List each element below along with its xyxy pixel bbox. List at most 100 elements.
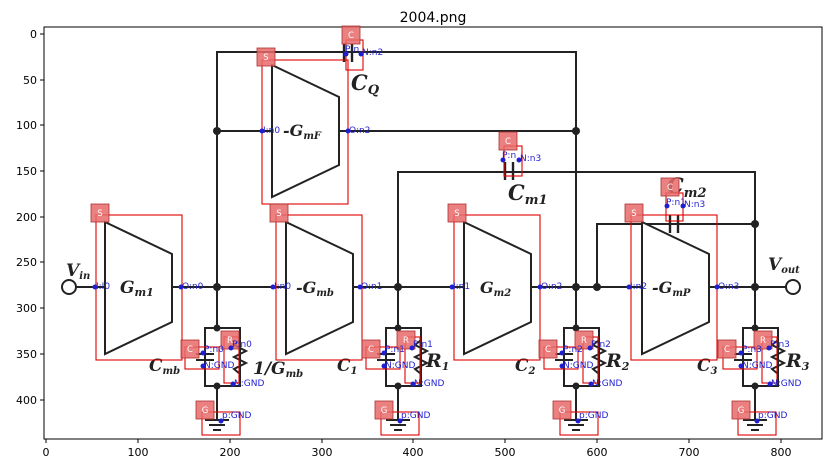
pin-label: P:n2 [591, 340, 611, 350]
x-tick-label: 500 [495, 446, 516, 459]
pin-label: N:n3 [684, 200, 705, 210]
gm2-amplifier [463, 220, 532, 356]
y-axis: 0 50 100 150 200 250 300 350 400 [16, 28, 44, 407]
gmf-label: -GmF [283, 121, 322, 142]
pin-label: p:GND [758, 411, 787, 421]
cm1-capacitor [503, 162, 515, 180]
x-tick-label: 600 [587, 446, 608, 459]
pin-label: P:n2 [563, 345, 583, 355]
tag-c: C [505, 137, 511, 147]
vout-label: Vout [768, 255, 800, 276]
c3-label: C3 [697, 356, 718, 377]
bbox-g0 [201, 411, 241, 436]
pin-markers [92, 51, 773, 424]
tag-g: G [738, 406, 745, 416]
pin-label: P:n1 [413, 340, 433, 350]
x-tick-label: 700 [679, 446, 700, 459]
cm1-label: Cm1 [508, 180, 548, 208]
c2-label: C2 [515, 356, 536, 377]
pin-label: N:GND [563, 361, 593, 371]
y-tick-label: 100 [16, 119, 37, 132]
pin-label: N:GND [385, 361, 415, 371]
vout-terminal [785, 279, 801, 295]
pin-label: P:n0 [204, 345, 224, 355]
tag-r: R [403, 336, 409, 346]
bbox-g1 [380, 411, 420, 436]
pin-label: O:n2 [349, 126, 370, 136]
y-tick-label: 150 [16, 165, 37, 178]
pin-label: p:GND [579, 411, 608, 421]
y-tick-label: 0 [30, 28, 37, 41]
x-tick-label: 100 [128, 446, 149, 459]
gmb-amplifier [285, 220, 354, 356]
gm1-label: Gm1 [120, 278, 154, 299]
tag-g: G [559, 406, 566, 416]
cmb-label: Cmb [149, 356, 180, 377]
class-tags: S S S S S C C C C C C C R R R R G G G G [90, 25, 773, 420]
tag-c: C [667, 183, 673, 193]
pin-label: P:n1 [385, 345, 405, 355]
pin-label: I:n1 [453, 282, 470, 292]
gmp-label: -GmP [652, 278, 691, 299]
r2-label: R2 [605, 350, 630, 373]
x-tick-label: 300 [312, 446, 333, 459]
cm2-capacitor [668, 215, 680, 233]
pin-label: I:I0 [96, 282, 110, 292]
pin-label: N:n3 [520, 154, 541, 164]
tag-g: G [381, 406, 388, 416]
tag-c: C [187, 345, 193, 355]
x-tick-label: 800 [771, 446, 792, 459]
pin-label: O:n2 [541, 282, 562, 292]
pin-label: O:n0 [182, 282, 204, 292]
y-tick-label: 350 [16, 348, 37, 361]
tag-s: S [276, 209, 281, 219]
pin-label: p:GND [222, 411, 251, 421]
tag-r: R [760, 336, 766, 346]
c1-label: C1 [337, 356, 358, 377]
y-tick-label: 250 [16, 256, 37, 269]
r1-label: R1 [425, 350, 449, 373]
vin-label: Vin [66, 261, 90, 282]
pin-label: N:n2 [362, 48, 383, 58]
gmb-label: -Gmb [296, 278, 334, 299]
bbox-g2 [559, 411, 599, 436]
pin-label: P:n1 [666, 198, 686, 208]
tag-c: C [368, 345, 374, 355]
rgmb-label: 1/Gmb [253, 359, 303, 380]
tag-g: G [202, 406, 209, 416]
y-tick-label: 300 [16, 302, 37, 315]
y-tick-label: 50 [23, 74, 37, 87]
tag-c: C [724, 345, 730, 355]
tag-s: S [631, 209, 636, 219]
vin-terminal [61, 279, 77, 295]
x-tick-label: 200 [220, 446, 241, 459]
plot-frame [43, 26, 823, 440]
cq-label: CQ [351, 70, 380, 98]
r3-label: R3 [785, 350, 810, 373]
pin-label: P:n0 [232, 340, 252, 350]
pin-label: I:n2 [630, 282, 647, 292]
x-axis: 0 100 200 300 400 500 600 700 800 [43, 439, 792, 459]
pin-label: N:GND [592, 379, 622, 389]
pin-label: N:GND [414, 379, 444, 389]
gm1-amplifier [104, 220, 173, 356]
pin-label: P:n [345, 45, 359, 55]
tag-s: S [454, 209, 459, 219]
x-tick-label: 400 [403, 446, 424, 459]
pin-label: p:GND [401, 411, 430, 421]
tag-r: R [581, 336, 587, 346]
pin-label: P:n3 [742, 345, 762, 355]
gmf-amplifier [271, 63, 340, 199]
tag-s: S [97, 209, 102, 219]
x-tick-label: 0 [43, 446, 50, 459]
pin-label: N:GND [204, 361, 234, 371]
pin-label: I:n0 [263, 126, 280, 136]
pin-labels: P:n N:n2 I:n0 O:n2 P:n N:n3 P:n1 N:n3 I:… [96, 45, 801, 421]
tag-r: R [227, 336, 233, 346]
tag-c: C [348, 31, 354, 41]
tag-s: S [263, 53, 268, 63]
y-tick-label: 400 [16, 394, 37, 407]
pin-label: N:GND [771, 379, 801, 389]
figure-title: 2004.png [400, 10, 467, 26]
